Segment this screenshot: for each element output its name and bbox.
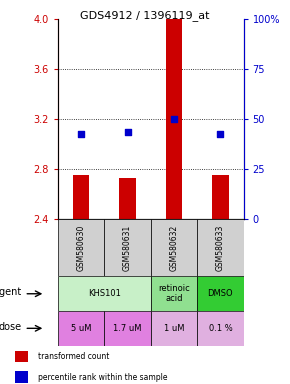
Text: KHS101: KHS101 — [88, 289, 121, 298]
Point — [79, 131, 84, 137]
FancyBboxPatch shape — [58, 276, 151, 311]
Point — [125, 129, 130, 135]
Text: agent: agent — [0, 287, 22, 297]
Point — [172, 116, 176, 122]
Text: percentile rank within the sample: percentile rank within the sample — [38, 372, 167, 382]
Bar — [14, 351, 28, 362]
FancyBboxPatch shape — [151, 276, 197, 311]
Text: 0.1 %: 0.1 % — [209, 324, 232, 333]
Bar — [73, 175, 89, 219]
FancyBboxPatch shape — [151, 311, 197, 346]
Text: GSM580633: GSM580633 — [216, 225, 225, 271]
FancyBboxPatch shape — [197, 276, 244, 311]
Bar — [212, 175, 229, 219]
Bar — [166, 19, 182, 219]
Bar — [119, 178, 136, 219]
FancyBboxPatch shape — [104, 219, 151, 276]
FancyBboxPatch shape — [104, 311, 151, 346]
Text: dose: dose — [0, 321, 22, 332]
FancyBboxPatch shape — [151, 219, 197, 276]
Text: GSM580630: GSM580630 — [77, 225, 86, 271]
FancyBboxPatch shape — [58, 311, 104, 346]
Point — [218, 131, 223, 137]
Text: DMSO: DMSO — [208, 289, 233, 298]
Text: GDS4912 / 1396119_at: GDS4912 / 1396119_at — [80, 10, 210, 20]
Text: transformed count: transformed count — [38, 352, 109, 361]
Text: GSM580631: GSM580631 — [123, 225, 132, 271]
Bar — [14, 371, 28, 383]
FancyBboxPatch shape — [197, 219, 244, 276]
Text: 1 uM: 1 uM — [164, 324, 184, 333]
Text: 1.7 uM: 1.7 uM — [113, 324, 142, 333]
Text: retinoic
acid: retinoic acid — [158, 284, 190, 303]
Text: 5 uM: 5 uM — [71, 324, 91, 333]
Text: GSM580632: GSM580632 — [169, 225, 179, 271]
FancyBboxPatch shape — [197, 311, 244, 346]
FancyBboxPatch shape — [58, 219, 104, 276]
